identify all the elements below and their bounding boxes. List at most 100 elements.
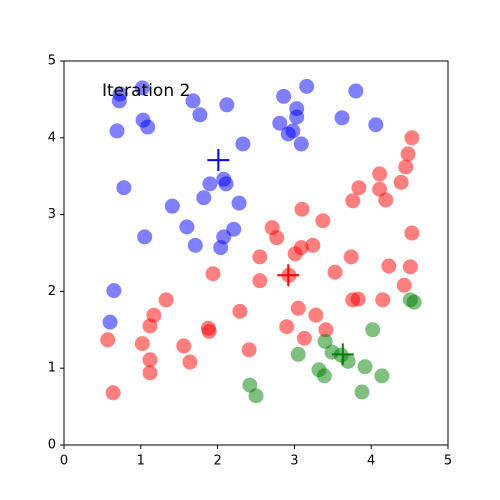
point xyxy=(192,107,208,123)
point xyxy=(372,166,388,182)
point xyxy=(176,338,192,354)
point xyxy=(219,97,235,113)
point xyxy=(137,229,153,245)
point xyxy=(106,283,122,299)
point xyxy=(357,359,373,375)
point xyxy=(142,365,158,381)
point xyxy=(100,332,116,348)
point xyxy=(294,201,310,217)
axes-frame xyxy=(63,60,449,446)
point xyxy=(293,136,309,152)
point xyxy=(317,333,333,349)
y-tick-label: 5 xyxy=(48,54,56,69)
y-tick-label: 4 xyxy=(48,130,56,145)
point xyxy=(398,159,414,175)
centroid xyxy=(331,343,354,366)
point xyxy=(378,192,394,208)
point xyxy=(318,322,334,338)
point xyxy=(201,323,217,339)
point xyxy=(315,213,331,229)
point xyxy=(280,126,296,142)
point xyxy=(105,385,121,401)
point xyxy=(269,230,285,246)
point xyxy=(205,266,221,282)
point xyxy=(109,123,125,139)
point xyxy=(375,292,391,308)
point xyxy=(365,322,381,338)
point xyxy=(182,354,198,370)
point xyxy=(231,195,247,211)
point xyxy=(402,292,418,308)
point xyxy=(142,352,158,368)
point xyxy=(279,319,295,335)
point xyxy=(305,237,321,253)
centroid xyxy=(207,149,230,172)
point xyxy=(158,292,174,308)
point xyxy=(381,258,397,274)
point xyxy=(308,307,324,323)
point xyxy=(400,146,416,162)
point xyxy=(345,292,361,308)
point xyxy=(316,368,332,384)
y-tick-label: 3 xyxy=(48,207,56,222)
point xyxy=(334,110,350,126)
point xyxy=(299,78,315,94)
centroid xyxy=(277,264,300,287)
point xyxy=(368,117,384,133)
point xyxy=(218,176,234,192)
point xyxy=(354,384,370,400)
point xyxy=(248,388,264,404)
x-tick-label: 3 xyxy=(290,454,298,469)
x-tick-label: 2 xyxy=(213,454,221,469)
point xyxy=(404,130,420,146)
point xyxy=(116,180,132,196)
point xyxy=(142,318,158,334)
point xyxy=(111,93,127,109)
y-tick-label: 2 xyxy=(48,284,56,299)
point xyxy=(404,225,420,241)
point xyxy=(235,136,251,152)
x-tick-label: 1 xyxy=(137,454,145,469)
point xyxy=(232,303,248,319)
point xyxy=(345,193,361,209)
point xyxy=(213,240,229,256)
point xyxy=(290,300,306,316)
point xyxy=(351,180,367,196)
point xyxy=(102,314,118,330)
point xyxy=(348,83,364,99)
point xyxy=(134,336,150,352)
point xyxy=(202,176,218,192)
point xyxy=(185,93,201,109)
point xyxy=(164,198,180,214)
point xyxy=(276,88,292,104)
point xyxy=(393,174,409,190)
point xyxy=(179,219,195,235)
point xyxy=(252,273,268,289)
point xyxy=(140,119,156,135)
point xyxy=(134,80,150,96)
point xyxy=(241,342,257,358)
annotation: Iteration 2 xyxy=(102,81,190,101)
point xyxy=(196,190,212,206)
point xyxy=(327,264,343,280)
point xyxy=(272,115,288,131)
point xyxy=(343,249,359,265)
point xyxy=(289,109,305,125)
y-tick-label: 0 xyxy=(48,438,56,453)
y-tick-label: 1 xyxy=(48,361,56,376)
plot-area: 0 1 2 3 4 5 0 1 2 3 4 5 xyxy=(48,54,452,469)
point xyxy=(252,249,268,265)
point xyxy=(402,259,418,275)
point xyxy=(340,353,356,369)
point xyxy=(290,346,306,362)
point xyxy=(296,330,312,346)
point xyxy=(187,237,203,253)
x-tick-label: 0 xyxy=(60,454,68,469)
point xyxy=(374,368,390,384)
point xyxy=(287,246,303,262)
x-tick-label: 4 xyxy=(367,454,375,469)
x-tick-label: 5 xyxy=(444,454,452,469)
point xyxy=(396,277,412,293)
